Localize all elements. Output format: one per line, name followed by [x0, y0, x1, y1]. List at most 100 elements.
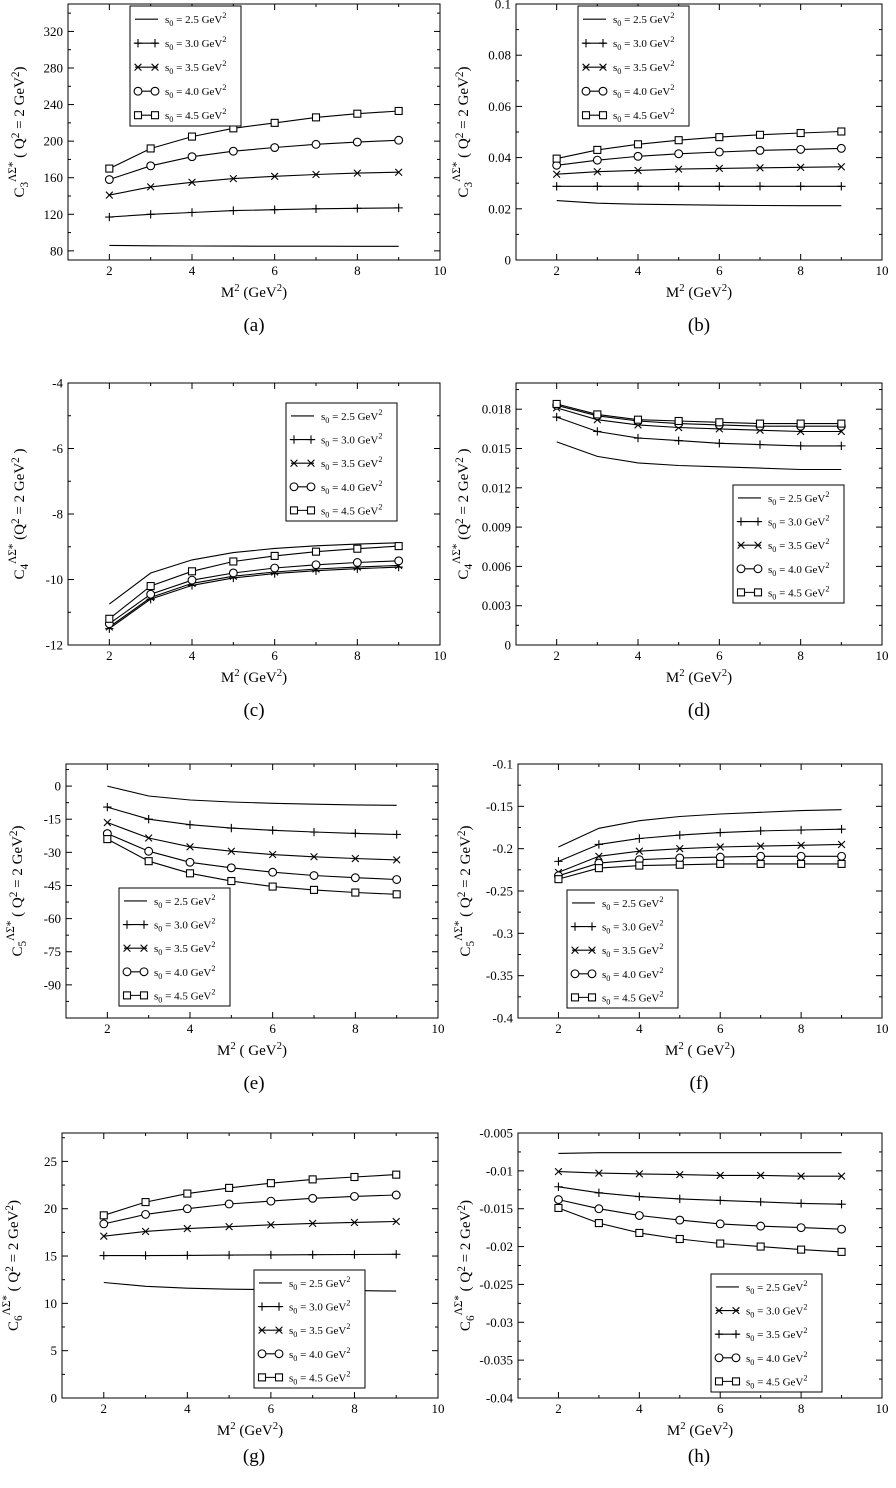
legend-marker	[581, 39, 591, 48]
x-tick-label: 8	[352, 1021, 359, 1036]
legend-marker	[123, 944, 131, 952]
legend-marker	[753, 588, 763, 597]
data-point-marker	[185, 820, 195, 829]
y-tick-label: -6	[52, 441, 63, 456]
legend-label: s0 = 2.5 GeV2	[154, 893, 216, 910]
x-tick-label: 6	[271, 263, 278, 278]
x-tick-label: 2	[101, 1401, 108, 1416]
data-point-marker	[105, 614, 114, 623]
data-point-marker	[311, 547, 321, 556]
data-point-marker	[146, 589, 156, 599]
series-line	[556, 130, 842, 160]
data-point-marker	[716, 843, 725, 851]
x-tick-label: 6	[717, 1401, 724, 1416]
y-tick-label: -0.02	[486, 1239, 513, 1254]
data-point-marker	[350, 873, 360, 883]
legend-marker	[598, 86, 608, 96]
x-tick-label: 10	[432, 1401, 445, 1416]
data-point-marker	[312, 170, 320, 179]
legend-marker	[731, 1353, 741, 1363]
legend-marker	[598, 111, 608, 120]
data-point-marker	[796, 419, 805, 428]
data-point-marker	[594, 840, 604, 849]
y-tick-label: -0.015	[479, 1201, 513, 1216]
series-line	[107, 806, 397, 836]
x-tick-label: 6	[717, 1021, 724, 1036]
legend-marker	[140, 944, 148, 952]
data-point-marker	[99, 1211, 108, 1220]
data-point-marker	[311, 139, 321, 149]
legend-box	[577, 5, 690, 127]
y-tick-label: -0.25	[486, 884, 513, 899]
series-line	[556, 200, 842, 207]
series-4	[104, 556, 404, 629]
data-point-marker	[228, 146, 238, 156]
legend-label: s0 = 3.0 GeV2	[165, 35, 227, 52]
x-tick-label: 2	[106, 648, 113, 663]
chart-panel-6: 2 4 6 8 10 -0.4 -0.35 -0.3 -0.25 -0.2 -0.15 -0.1 M2 …	[453, 757, 889, 1095]
legend-box	[285, 402, 398, 522]
series-line	[556, 166, 842, 175]
y-tick-label: 0.006	[482, 559, 512, 574]
x-tick-label: 4	[189, 263, 196, 278]
series-2	[554, 824, 846, 866]
data-point-marker	[308, 1175, 317, 1184]
legend-label: s0 = 4.0 GeV2	[289, 1346, 351, 1363]
data-point-marker	[756, 1197, 765, 1207]
legend-label: s0 = 3.5 GeV2	[768, 537, 830, 554]
data-point-marker	[592, 155, 602, 165]
data-point-marker	[594, 864, 603, 873]
series-line	[103, 1253, 397, 1257]
y-tick-label: 25	[44, 1154, 57, 1169]
legend-marker	[122, 991, 132, 1000]
legend-marker	[736, 564, 746, 574]
legend-label: s0 = 4.0 GeV2	[154, 964, 216, 981]
chart-panel-8: 2 4 6 8 10 -0.04 -0.035 -0.03 -0.025 -0.02 -0.015 -…	[453, 1126, 889, 1468]
legend-label: s0 = 2.5 GeV2	[165, 11, 227, 28]
data-point-marker	[837, 1224, 847, 1234]
y-tick-label: -10	[46, 572, 63, 587]
data-point-marker	[392, 830, 401, 839]
series-3	[554, 1182, 846, 1209]
y-tick-label: 0.015	[482, 441, 511, 456]
data-point-marker	[593, 410, 602, 419]
data-point-marker	[392, 875, 402, 884]
x-tick-label: 8	[798, 1021, 805, 1036]
data-point-marker	[755, 145, 765, 155]
legend-marker	[133, 86, 143, 96]
series-5	[552, 127, 846, 163]
data-point-marker	[183, 1189, 192, 1198]
legend-marker	[715, 1306, 723, 1315]
data-point-marker	[308, 1219, 317, 1228]
x-tick-label: 10	[876, 263, 889, 278]
data-point-marker	[715, 1219, 725, 1229]
y-tick-label: -0.1	[492, 757, 513, 772]
series-line	[558, 1186, 842, 1205]
y-tick-label: 0.08	[488, 48, 511, 63]
data-point-marker	[392, 1170, 401, 1179]
legend-label: s0 = 3.0 GeV2	[746, 1303, 808, 1320]
data-point-marker	[796, 825, 806, 835]
series-line	[558, 863, 842, 880]
series-5	[554, 859, 846, 884]
panel-caption: (c)	[243, 700, 264, 721]
data-point-marker	[99, 1219, 109, 1229]
legend-box	[118, 887, 231, 1007]
series-3	[105, 168, 403, 199]
x-tick-label: 2	[553, 263, 560, 278]
series-line	[556, 147, 842, 166]
x-tick-label: 10	[876, 1401, 889, 1416]
series-line	[107, 838, 397, 895]
data-point-marker	[674, 436, 683, 445]
data-point-marker	[146, 210, 155, 219]
plot-frame	[61, 1132, 439, 1399]
y-tick-label: 120	[44, 207, 64, 222]
data-point-marker	[634, 166, 642, 175]
legend-marker	[139, 967, 149, 977]
series-line	[109, 139, 399, 181]
legend-marker	[581, 86, 591, 96]
x-tick-label: 6	[268, 1401, 275, 1416]
data-point-marker	[350, 1172, 359, 1182]
data-point-marker	[146, 183, 155, 191]
legend-marker	[736, 588, 746, 597]
